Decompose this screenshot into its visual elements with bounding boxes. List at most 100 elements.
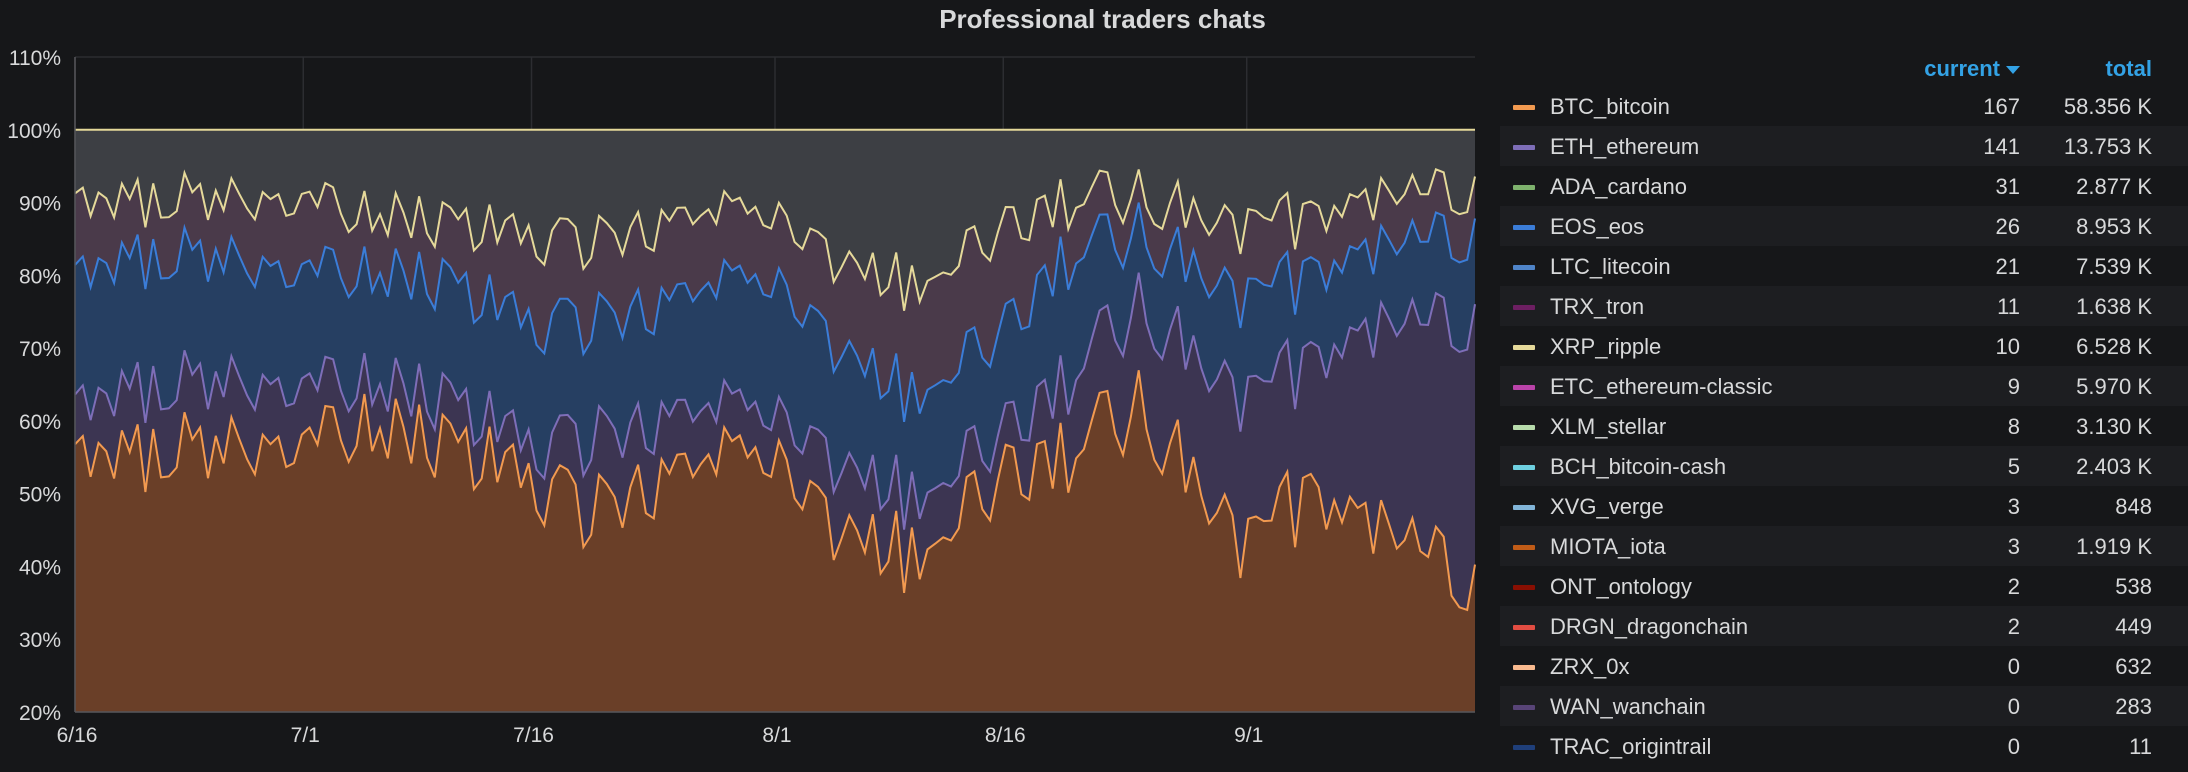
legend-row[interactable]: ONT_ontology 2 538 (1500, 566, 2188, 606)
series-current-value: 0 (2007, 734, 2020, 759)
series-total-value: 6.528 K (2076, 334, 2152, 359)
series-name[interactable]: TRX_tron (1550, 294, 1645, 319)
y-tick-label: 100% (7, 120, 61, 143)
series-name[interactable]: LTC_litecoin (1550, 254, 1671, 279)
series-color-swatch[interactable] (1513, 665, 1535, 670)
legend-row[interactable]: EOS_eos 26 8.953 K (1500, 206, 2188, 246)
series-total-value: 449 (2115, 614, 2152, 639)
series-current-value: 2 (2007, 614, 2020, 639)
series-color-swatch[interactable] (1513, 545, 1535, 550)
series-color-swatch[interactable] (1513, 345, 1535, 350)
legend-row[interactable]: BTC_bitcoin 167 58.356 K (1500, 86, 2188, 126)
series-name[interactable]: XVG_verge (1550, 494, 1664, 519)
series-total-value: 1.638 K (2076, 294, 2152, 319)
series-total-value: 7.539 K (2076, 254, 2152, 279)
series-total-value: 3.130 K (2076, 414, 2152, 439)
series-current-value: 21 (1995, 254, 2020, 279)
series-current-value: 141 (1983, 134, 2020, 159)
series-name[interactable]: BTC_bitcoin (1550, 94, 1670, 119)
series-current-value: 11 (1997, 294, 2020, 319)
series-current-value: 10 (1995, 334, 2020, 359)
legend-row[interactable]: DRGN_dragonchain 2 449 (1500, 606, 2188, 646)
legend-row[interactable]: ETH_ethereum 141 13.753 K (1500, 126, 2188, 166)
sort-by-current-header[interactable]: current (1924, 56, 2020, 82)
x-tick-label: 7/1 (291, 724, 320, 747)
series-color-swatch[interactable] (1513, 385, 1535, 390)
legend-header: current total (1500, 52, 2188, 86)
series-color-swatch[interactable] (1513, 585, 1535, 590)
x-tick-label: 8/16 (985, 724, 1026, 747)
series-current-value: 26 (1995, 214, 2020, 239)
series-line-XRP_ripple[interactable] (74, 167, 1476, 311)
series-area-BTC_bitcoin[interactable] (75, 370, 1475, 712)
series-color-swatch[interactable] (1513, 465, 1535, 470)
series-line-BTC_bitcoin[interactable] (74, 370, 1476, 612)
series-color-swatch[interactable] (1513, 265, 1535, 270)
legend-row[interactable]: MIOTA_iota 3 1.919 K (1500, 526, 2188, 566)
x-tick-label: 9/1 (1234, 724, 1263, 747)
legend-row[interactable]: TRAC_origintrail 0 11 (1500, 726, 2188, 766)
series-name[interactable]: MIOTA_iota (1550, 534, 1666, 559)
series-name[interactable]: ETH_ethereum (1550, 134, 1700, 159)
sort-desc-icon (2006, 66, 2020, 75)
stacked-area-chart[interactable]: 20% 30% 40% 50% 60% 70% 80% 90% 100% 110% 6/16 7/1 7… (0, 0, 1500, 772)
series-name[interactable]: XLM_stellar (1550, 414, 1667, 439)
legend-row[interactable]: ETC_ethereum-classic 9 5.970 K (1500, 366, 2188, 406)
legend-rows: BTC_bitcoin 167 58.356 K ETH_ethereum 141 13.… (1500, 86, 2188, 766)
series-color-swatch[interactable] (1513, 305, 1535, 310)
x-tick-label: 8/1 (762, 724, 791, 747)
series-total-value: 632 (2115, 654, 2152, 679)
y-tick-label: 80% (19, 265, 61, 288)
series-color-swatch[interactable] (1513, 505, 1535, 510)
series-color-swatch[interactable] (1513, 145, 1535, 150)
series-color-swatch[interactable] (1513, 225, 1535, 230)
legend-row[interactable]: XVG_verge 3 848 (1500, 486, 2188, 526)
series-color-swatch[interactable] (1513, 745, 1535, 750)
series-color-swatch[interactable] (1513, 425, 1535, 430)
y-tick-label: 60% (19, 411, 61, 434)
legend-row[interactable]: ZRX_0x 0 632 (1500, 646, 2188, 686)
series-name[interactable]: BCH_bitcoin-cash (1550, 454, 1727, 479)
legend-row[interactable]: XRP_ripple 10 6.528 K (1500, 326, 2188, 366)
series-name[interactable]: TRAC_origintrail (1550, 734, 1712, 759)
legend-row[interactable]: XLM_stellar 8 3.130 K (1500, 406, 2188, 446)
sort-by-total-header[interactable]: total (2105, 56, 2152, 81)
series-color-swatch[interactable] (1513, 705, 1535, 710)
series-name[interactable]: ADA_cardano (1550, 174, 1687, 199)
legend-table: current total BTC_bitcoin 167 58.356 K ETH_… (1500, 52, 2188, 766)
legend-row[interactable]: TRX_tron 11 1.638 K (1500, 286, 2188, 326)
y-tick-label: 20% (19, 702, 61, 725)
series-total-value: 2.403 K (2076, 454, 2152, 479)
y-tick-label: 90% (19, 193, 61, 216)
series-name[interactable]: EOS_eos (1550, 214, 1645, 239)
x-tick-label: 7/16 (513, 724, 554, 747)
series-total-value: 11 (2129, 734, 2152, 759)
legend-row[interactable]: ADA_cardano 31 2.877 K (1500, 166, 2188, 206)
series-total-value: 58.356 K (2063, 94, 2152, 119)
series-total-value: 13.753 K (2063, 134, 2152, 159)
legend-row[interactable]: LTC_litecoin 21 7.539 K (1500, 246, 2188, 286)
series-name[interactable]: XRP_ripple (1550, 334, 1662, 359)
series-name[interactable]: DRGN_dragonchain (1550, 614, 1749, 639)
series-total-value: 283 (2115, 694, 2152, 719)
legend-row[interactable]: WAN_wanchain 0 283 (1500, 686, 2188, 726)
series-line-EOS_eos[interactable] (74, 202, 1476, 423)
series-total-value: 5.970 K (2076, 374, 2152, 399)
series-current-value: 0 (2007, 694, 2020, 719)
series-line-ETH_ethereum[interactable] (74, 272, 1476, 530)
series-color-swatch[interactable] (1513, 185, 1535, 190)
series-total-value: 1.919 K (2076, 534, 2152, 559)
series-color-swatch[interactable] (1513, 625, 1535, 630)
legend-row[interactable]: BCH_bitcoin-cash 5 2.403 K (1500, 446, 2188, 486)
y-tick-label: 30% (19, 629, 61, 652)
series-color-swatch[interactable] (1513, 105, 1535, 110)
panel-title[interactable]: Professional traders chats (939, 4, 1266, 34)
series-name[interactable]: ETC_ethereum-classic (1550, 374, 1773, 399)
series-name[interactable]: ZRX_0x (1550, 654, 1630, 679)
series-name[interactable]: ONT_ontology (1550, 574, 1692, 599)
series-current-value: 5 (2007, 454, 2020, 479)
series-total-value: 8.953 K (2076, 214, 2152, 239)
series-current-value: 8 (2007, 414, 2020, 439)
series-name[interactable]: WAN_wanchain (1550, 694, 1706, 719)
